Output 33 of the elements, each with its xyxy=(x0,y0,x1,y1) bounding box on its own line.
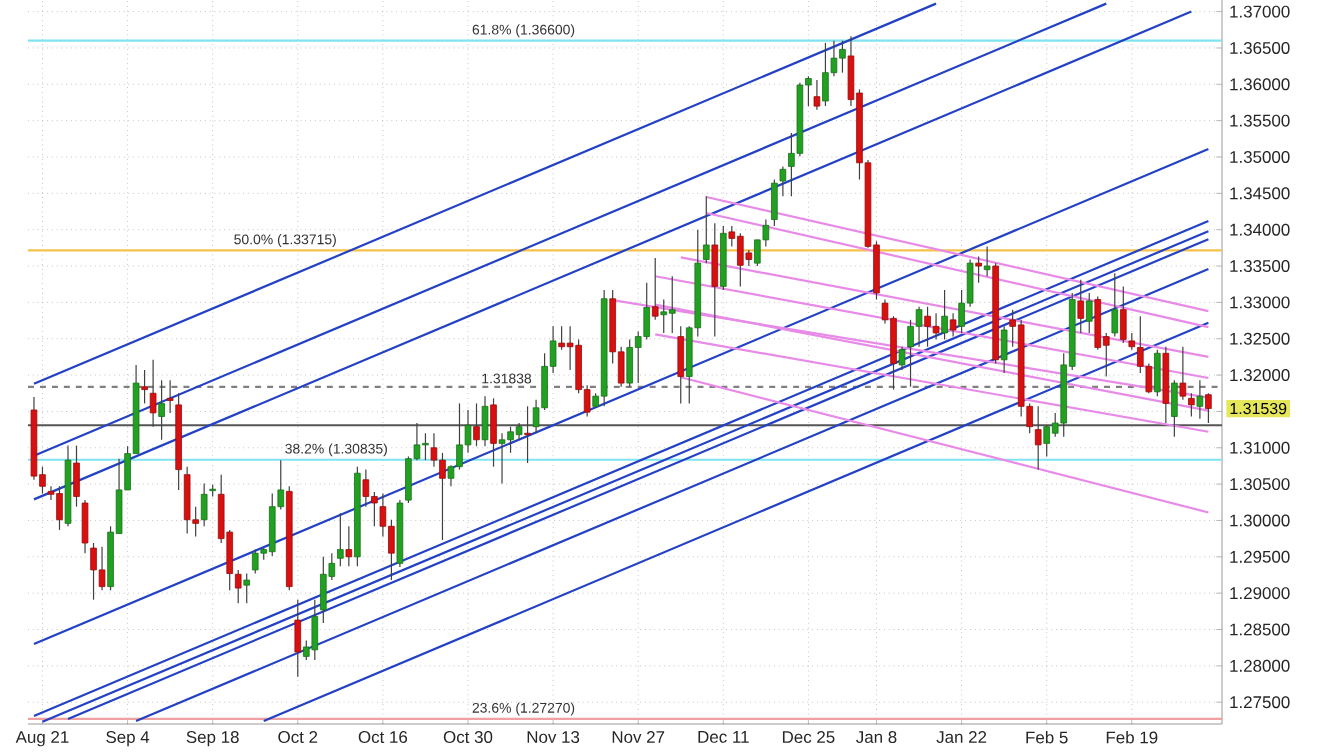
y-tick-label: 1.34000 xyxy=(1230,223,1290,236)
x-tick-label: Sep 4 xyxy=(106,731,150,747)
x-tick-label: Feb 19 xyxy=(1106,731,1158,744)
y-tick-label: 1.32000 xyxy=(1230,369,1290,382)
x-tick-label: Oct 16 xyxy=(358,731,408,744)
y-tick-label: 1.33500 xyxy=(1230,260,1290,273)
y-tick-label: 1.33000 xyxy=(1230,296,1290,309)
x-tick-label: Oct 2 xyxy=(278,731,318,744)
x-tick-label: Nov 27 xyxy=(612,731,665,744)
x-tick-label: Dec 11 xyxy=(698,731,749,743)
x-tick-label: Aug 21 xyxy=(15,731,69,747)
x-tick-label: Feb 5 xyxy=(1026,731,1068,744)
y-tick-label: 1.36000 xyxy=(1230,78,1290,91)
y-tick-label: 1.37000 xyxy=(1230,5,1290,18)
y-tick-label: 1.30000 xyxy=(1230,514,1290,527)
y-tick-label: 1.29000 xyxy=(1230,587,1290,600)
x-tick-label: Nov 13 xyxy=(527,731,580,744)
y-tick-label: 1.35500 xyxy=(1230,114,1290,127)
y-tick-label: 1.36500 xyxy=(1230,41,1290,54)
y-tick-label: 1.34500 xyxy=(1230,187,1290,200)
y-tick-label: 1.35000 xyxy=(1230,151,1290,163)
y-tick-label: 1.29500 xyxy=(1230,550,1290,563)
y-tick-label: 1.28500 xyxy=(1230,623,1290,636)
x-tick-label: Jan 8 xyxy=(856,731,897,744)
x-tick-label: Oct 30 xyxy=(443,731,493,744)
y-tick-label: 1.27500 xyxy=(1230,696,1290,709)
x-tick-label: Sep 18 xyxy=(186,731,239,747)
y-tick-label: 1.30500 xyxy=(1230,478,1290,491)
x-tick-label: Jan 22 xyxy=(936,731,987,744)
y-tick-label: 1.32500 xyxy=(1230,332,1290,345)
x-tick-label: Dec 25 xyxy=(782,731,835,744)
y-tick-label: 1.28000 xyxy=(1230,659,1290,672)
y-tick-label: 1.31000 xyxy=(1230,441,1290,454)
